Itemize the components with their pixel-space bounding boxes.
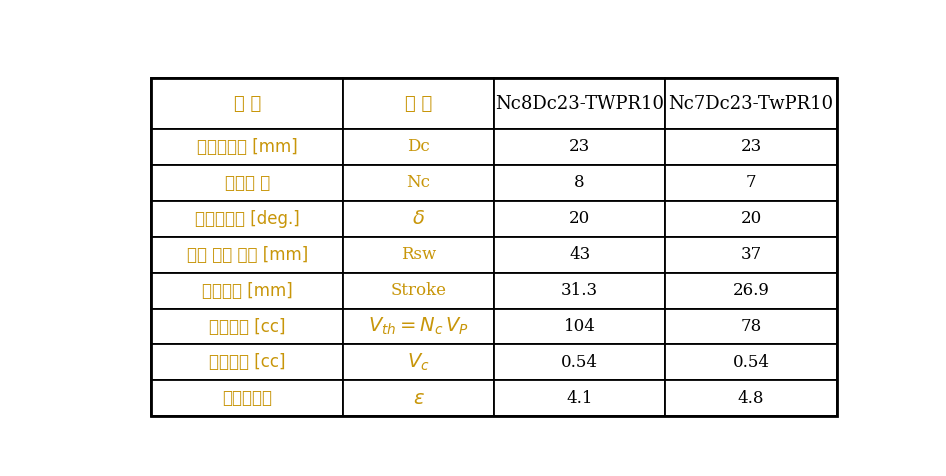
Bar [494,345,665,380]
Bar [494,79,665,129]
Bar [151,273,343,308]
Text: 43: 43 [569,246,590,263]
Bar [494,308,665,345]
Bar [343,273,494,308]
Bar [151,308,343,345]
Bar [151,380,343,416]
Text: 행정거리 [mm]: 행정거리 [mm] [201,282,292,299]
Text: Nc: Nc [407,174,430,191]
Text: $\delta$: $\delta$ [412,209,425,228]
Bar [343,237,494,273]
Text: Rsw: Rsw [401,246,436,263]
Bar [151,345,343,380]
Text: 8: 8 [574,174,585,191]
Bar [665,201,836,237]
Bar [151,201,343,237]
Bar [665,237,836,273]
Text: 행정체적 [cc]: 행정체적 [cc] [209,317,286,336]
Text: 기 호: 기 호 [405,95,432,113]
Bar [151,165,343,201]
Bar [151,79,343,129]
Text: 구 분: 구 분 [234,95,261,113]
Text: 20: 20 [741,210,762,227]
Text: Dc: Dc [407,139,430,156]
Text: Stroke: Stroke [391,282,447,299]
Bar [665,380,836,416]
Text: 37: 37 [741,246,762,263]
Text: 31.3: 31.3 [561,282,598,299]
Text: 78: 78 [741,318,762,335]
Bar [665,273,836,308]
Bar [343,79,494,129]
Bar [665,79,836,129]
Text: 0.54: 0.54 [732,354,769,371]
Text: 사판경사각 [deg.]: 사판경사각 [deg.] [195,210,300,228]
Bar [343,308,494,345]
Text: 20: 20 [569,210,590,227]
Text: Nc7Dc23-TwPR10: Nc7Dc23-TwPR10 [669,95,833,113]
Bar [494,165,665,201]
Text: 23: 23 [569,139,590,156]
Text: 0.54: 0.54 [561,354,598,371]
Bar [343,129,494,165]
Bar [494,237,665,273]
Bar [665,129,836,165]
Text: 간극체적 [cc]: 간극체적 [cc] [209,354,286,371]
Bar [343,345,494,380]
Text: 4.8: 4.8 [738,390,764,407]
Bar [343,380,494,416]
Bar [494,201,665,237]
Text: 4.1: 4.1 [567,390,593,407]
Bar [665,308,836,345]
Bar [151,129,343,165]
Text: $V_{th}{=}N_c\,V_P$: $V_{th}{=}N_c\,V_P$ [368,316,469,337]
Text: 간극체적비: 간극체적비 [222,389,272,407]
Bar [665,345,836,380]
Bar [343,201,494,237]
Bar [494,129,665,165]
Text: 실린더 수: 실린더 수 [224,174,270,192]
Bar [343,165,494,201]
Text: 23: 23 [741,139,762,156]
Text: 사판 유효 반경 [mm]: 사판 유효 반경 [mm] [186,246,307,264]
Bar [665,165,836,201]
Bar [494,380,665,416]
Text: 실린더직경 [mm]: 실린더직경 [mm] [197,138,298,156]
Text: 104: 104 [564,318,596,335]
Bar [494,273,665,308]
Text: Nc8Dc23-TWPR10: Nc8Dc23-TWPR10 [495,95,664,113]
Text: 26.9: 26.9 [732,282,769,299]
Bar [151,237,343,273]
Text: 7: 7 [745,174,757,191]
Text: $V_c$: $V_c$ [408,352,429,373]
Text: $\varepsilon$: $\varepsilon$ [412,389,425,408]
